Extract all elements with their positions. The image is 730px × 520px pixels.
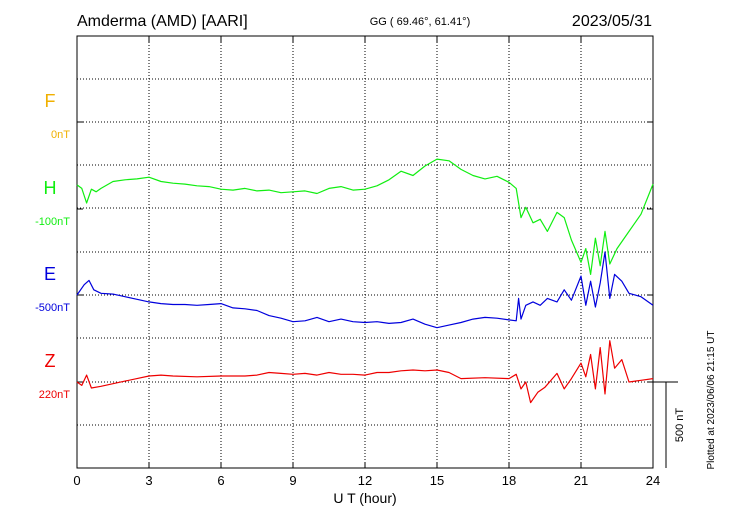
series-line-H xyxy=(76,158,654,275)
x-tick-label: 0 xyxy=(73,473,80,488)
channel-name-Z: Z xyxy=(45,351,56,371)
x-tick-label: 6 xyxy=(217,473,224,488)
series-line-E xyxy=(76,251,654,329)
series-line-Z xyxy=(76,340,654,404)
x-tick-label: 21 xyxy=(574,473,588,488)
channel-name-E: E xyxy=(44,264,56,284)
channel-name-H: H xyxy=(44,178,57,198)
scale-bar-label: 500 nT xyxy=(674,408,686,443)
x-tick-label: 18 xyxy=(502,473,516,488)
coordinates-label: GG ( 69.46°, 61.41°) xyxy=(370,16,471,28)
plotted-timestamp: Plotted at 2023/06/06 21:15 UT xyxy=(706,331,717,470)
grid xyxy=(77,36,653,468)
x-axis-label: U T (hour) xyxy=(333,490,396,506)
channel-baseline-H: -100nT xyxy=(35,216,70,228)
date-label: 2023/05/31 xyxy=(572,13,652,30)
channel-name-F: F xyxy=(45,91,56,111)
channel-baseline-Z: 220nT xyxy=(39,389,70,401)
x-tick-label: 15 xyxy=(430,473,444,488)
x-tick-label: 3 xyxy=(145,473,152,488)
x-tick-label: 12 xyxy=(358,473,372,488)
x-tick-label: 24 xyxy=(646,473,660,488)
channel-baseline-F: 0nT xyxy=(51,129,70,141)
channel-baseline-E: -500nT xyxy=(35,302,70,314)
x-tick-label: 9 xyxy=(289,473,296,488)
scale-bar xyxy=(653,381,678,468)
station-title: Amderma (AMD) [AARI] xyxy=(77,13,248,30)
series-lines xyxy=(76,158,654,404)
channel-labels: F 0nT H -100nT E -500nT Z 220nT xyxy=(35,91,70,401)
axis-ticks: 0 3 6 9 12 15 18 21 24 xyxy=(73,36,660,488)
